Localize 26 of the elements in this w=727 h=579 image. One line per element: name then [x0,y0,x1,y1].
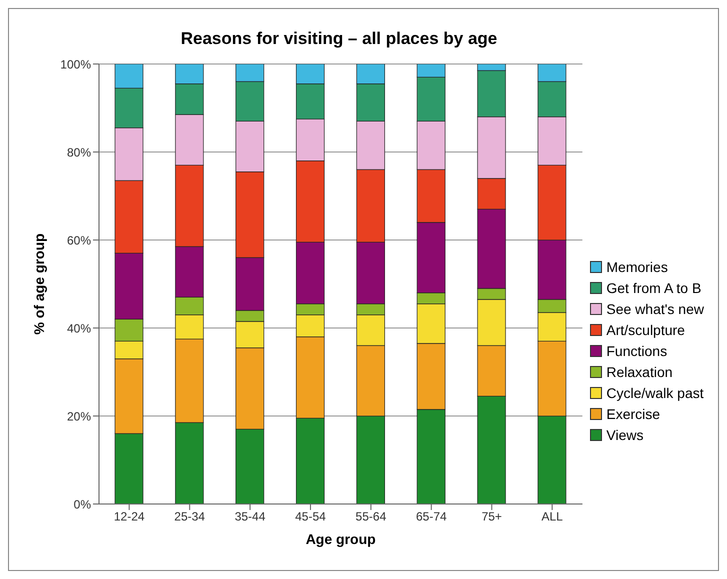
legend-label: Art/sculpture [606,322,685,338]
x-tick-label: 55-64 [356,510,387,524]
legend-label: Relaxation [606,364,673,380]
legend-label: See what's new [606,301,704,317]
legend-label: Cycle/walk past [606,385,704,401]
legend-label: Functions [606,343,668,359]
y-tick-label: 60% [66,233,92,248]
legend-label: Exercise [606,406,660,422]
legend-label: Views [606,427,644,443]
y-tick-label: 100% [60,57,92,72]
x-tick-label: ALL [541,510,564,524]
y-tick-label: 20% [66,409,92,424]
x-tick-label: 65-74 [416,510,447,524]
x-axis-title: Age group [306,531,376,547]
x-tick-label: 12-24 [114,510,145,524]
y-axis-title: % of age group [30,233,47,335]
y-tick-label: 0% [74,497,92,512]
x-tick-label: 35-44 [234,510,266,524]
legend-label: Get from A to B [606,280,702,296]
y-tick-label: 40% [66,321,92,336]
chart-title: Reasons for visiting – all places by age [180,29,498,49]
y-tick-label: 80% [66,145,92,160]
x-tick-label: 75+ [482,510,502,524]
x-tick-label: 45-54 [295,510,326,524]
x-tick-label: 25-34 [174,510,206,524]
legend-label: Memories [606,259,668,275]
